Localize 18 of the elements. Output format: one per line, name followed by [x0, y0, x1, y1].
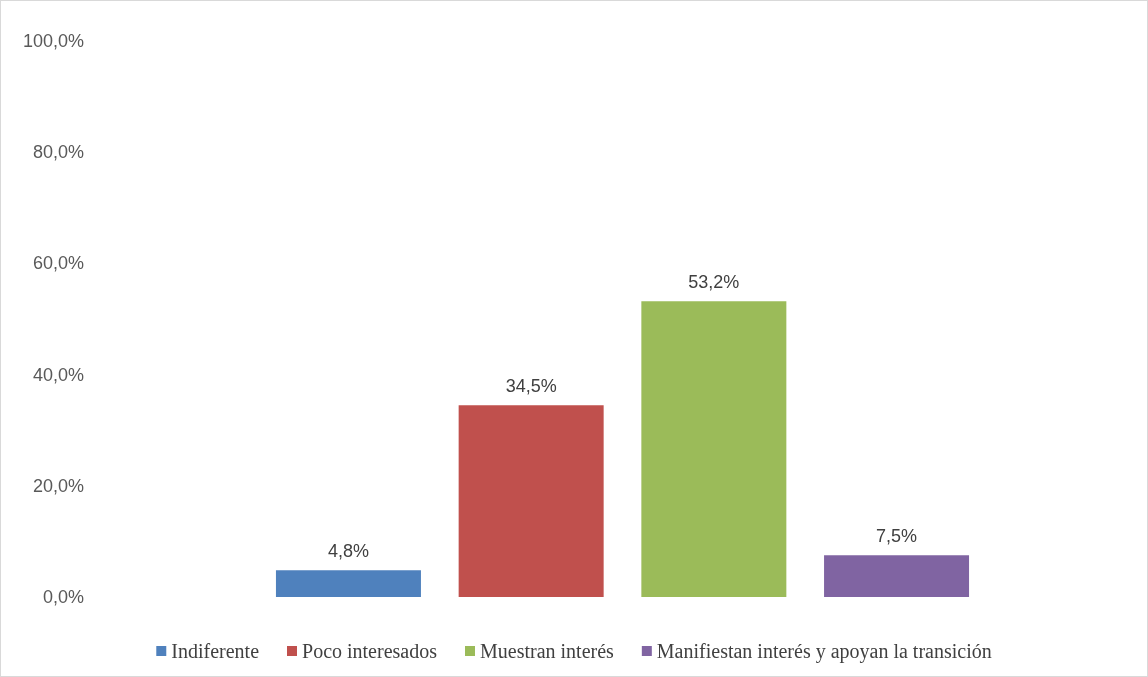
data-label: 7,5%	[876, 526, 918, 547]
data-label: 34,5%	[505, 376, 557, 397]
legend-label: Poco interesados	[302, 640, 438, 662]
data-label: 53,2%	[688, 272, 740, 293]
y-tick-label: 0,0%	[42, 587, 84, 607]
y-tick-label: 40,0%	[32, 364, 84, 385]
y-tick-label: 80,0%	[32, 142, 84, 163]
y-tick-label: 20,0%	[32, 475, 84, 496]
y-tick-label: 100,0%	[22, 31, 84, 51]
legend-label: Manifiestan interés y apoyan la transición	[656, 640, 992, 663]
data-label: 4,8%	[327, 541, 369, 562]
legend-label: Indiferente	[171, 640, 260, 662]
bar	[641, 301, 787, 597]
bar	[275, 570, 421, 597]
legend-label: Muestran interés	[479, 640, 615, 662]
y-tick-label: 60,0%	[32, 253, 84, 274]
bar	[458, 405, 604, 597]
bar	[824, 555, 970, 597]
